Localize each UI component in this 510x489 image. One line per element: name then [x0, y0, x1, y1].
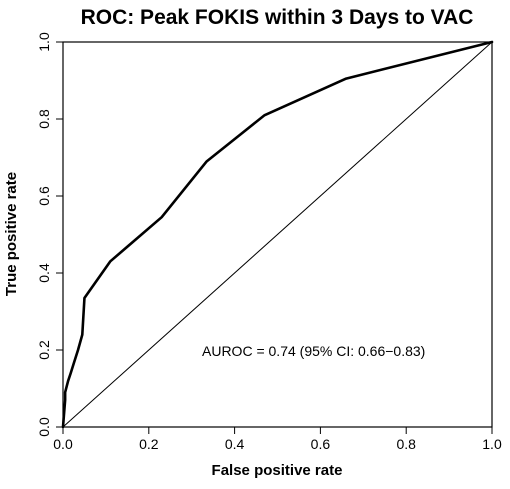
y-axis-title: True positive rate	[3, 172, 20, 296]
y-axis: 0.0 0.2 0.4 0.6 0.8 1.0	[36, 32, 63, 437]
x-tick-label: 0.2	[139, 436, 159, 452]
y-tick-label: 0.6	[36, 186, 52, 206]
x-tick-label: 1.0	[482, 436, 502, 452]
chance-diagonal-line	[62, 41, 493, 428]
x-tick-label: 0.0	[53, 436, 73, 452]
roc-curve-line	[61, 40, 494, 429]
x-tick-label: 0.6	[311, 436, 331, 452]
chart-title: ROC: Peak FOKIS within 3 Days to VAC	[81, 6, 474, 29]
x-axis-title: False positive rate	[212, 462, 343, 479]
y-tick-label: 0.2	[36, 340, 52, 360]
x-tick-label: 0.4	[225, 436, 245, 452]
y-tick-label: 0.0	[36, 417, 52, 437]
series-layer	[61, 40, 494, 429]
auroc-annotation: AUROC = 0.74 (95% CI: 0.66−0.83)	[202, 343, 425, 359]
plot-frame	[62, 41, 493, 428]
y-tick-label: 0.8	[36, 109, 52, 129]
x-axis: 0.0 0.2 0.4 0.6 0.8 1.0	[53, 427, 502, 452]
y-tick-label: 1.0	[36, 32, 52, 52]
y-tick-label: 0.4	[36, 263, 52, 283]
x-tick-label: 0.8	[396, 436, 416, 452]
